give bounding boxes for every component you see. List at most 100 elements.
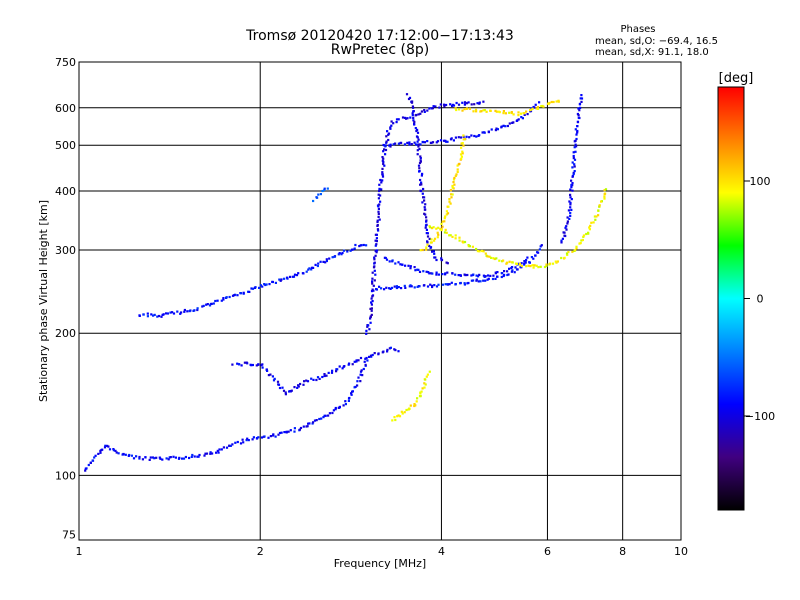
data-point xyxy=(217,451,220,454)
data-point xyxy=(579,242,582,245)
data-point xyxy=(417,138,420,141)
data-point xyxy=(416,136,419,139)
data-point xyxy=(529,108,532,111)
data-point xyxy=(516,268,519,271)
data-point xyxy=(588,228,591,231)
data-point xyxy=(370,313,373,316)
data-point xyxy=(445,261,448,264)
data-point xyxy=(316,376,320,379)
data-point xyxy=(419,112,422,115)
data-point xyxy=(214,299,217,303)
data-point xyxy=(370,307,373,310)
data-point xyxy=(569,188,572,191)
data-point xyxy=(413,266,416,269)
data-point xyxy=(103,446,107,449)
data-point xyxy=(414,269,417,272)
data-point xyxy=(461,101,464,104)
data-point xyxy=(458,239,461,242)
y-tick-label: 600 xyxy=(55,102,76,115)
data-point xyxy=(201,305,204,308)
data-point xyxy=(373,261,376,264)
data-point xyxy=(425,270,428,273)
data-point xyxy=(575,145,578,148)
data-point xyxy=(186,310,189,313)
data-point xyxy=(520,116,523,119)
data-point xyxy=(342,404,345,407)
data-point xyxy=(570,208,573,211)
data-point xyxy=(238,363,241,366)
data-point xyxy=(569,206,572,209)
data-point xyxy=(520,264,523,268)
data-point xyxy=(539,245,542,248)
data-point xyxy=(570,186,573,189)
data-point xyxy=(567,251,570,254)
data-point xyxy=(576,129,579,133)
data-point xyxy=(409,267,412,270)
data-point xyxy=(470,279,473,282)
data-point xyxy=(239,442,243,445)
data-point xyxy=(335,370,338,373)
data-point xyxy=(543,265,547,269)
data-point xyxy=(430,238,433,241)
data-point xyxy=(431,141,435,144)
data-point xyxy=(327,371,330,374)
x-tick-label: 8 xyxy=(619,545,626,558)
data-point xyxy=(470,134,473,137)
data-point xyxy=(251,363,254,367)
data-point xyxy=(463,103,466,106)
data-point xyxy=(209,452,212,455)
data-point xyxy=(377,352,380,355)
data-point xyxy=(370,297,373,300)
data-point xyxy=(494,109,497,112)
data-point xyxy=(416,149,419,152)
chart-subtitle: RwPretec (8p) xyxy=(331,42,429,58)
data-point xyxy=(464,274,467,277)
data-point xyxy=(348,362,351,365)
data-point xyxy=(526,256,529,259)
data-point xyxy=(307,422,310,425)
data-point xyxy=(564,226,567,229)
data-point xyxy=(314,263,317,266)
data-point xyxy=(508,122,511,125)
data-point xyxy=(261,285,264,288)
data-point xyxy=(320,417,323,420)
data-point xyxy=(423,382,426,385)
data-point xyxy=(280,278,283,281)
data-point xyxy=(503,270,506,273)
data-point xyxy=(114,449,117,452)
data-point xyxy=(370,309,373,312)
data-point xyxy=(600,200,603,203)
data-point xyxy=(382,157,385,160)
data-point xyxy=(453,183,456,186)
data-point xyxy=(426,243,429,246)
data-point xyxy=(580,94,583,97)
data-point xyxy=(325,258,328,261)
data-point xyxy=(150,313,153,316)
data-point xyxy=(568,217,571,220)
data-point xyxy=(312,266,315,269)
data-point xyxy=(319,193,322,196)
data-point xyxy=(502,124,505,127)
data-point xyxy=(396,415,399,418)
data-point xyxy=(449,234,452,237)
data-point xyxy=(353,247,356,250)
data-point xyxy=(350,393,353,396)
data-point xyxy=(494,277,497,280)
data-point xyxy=(475,247,478,251)
data-point xyxy=(437,226,440,229)
data-point xyxy=(430,241,433,244)
data-point xyxy=(222,446,225,449)
data-point xyxy=(373,269,376,272)
data-point xyxy=(85,467,88,470)
data-point xyxy=(293,273,297,276)
data-point xyxy=(522,112,525,115)
data-point xyxy=(456,168,459,171)
data-point xyxy=(483,131,486,134)
data-point xyxy=(305,379,308,382)
data-point xyxy=(397,350,400,353)
data-point xyxy=(580,239,583,242)
data-point xyxy=(376,220,379,224)
data-point xyxy=(458,108,461,111)
data-point xyxy=(418,285,421,288)
data-point xyxy=(419,178,422,182)
